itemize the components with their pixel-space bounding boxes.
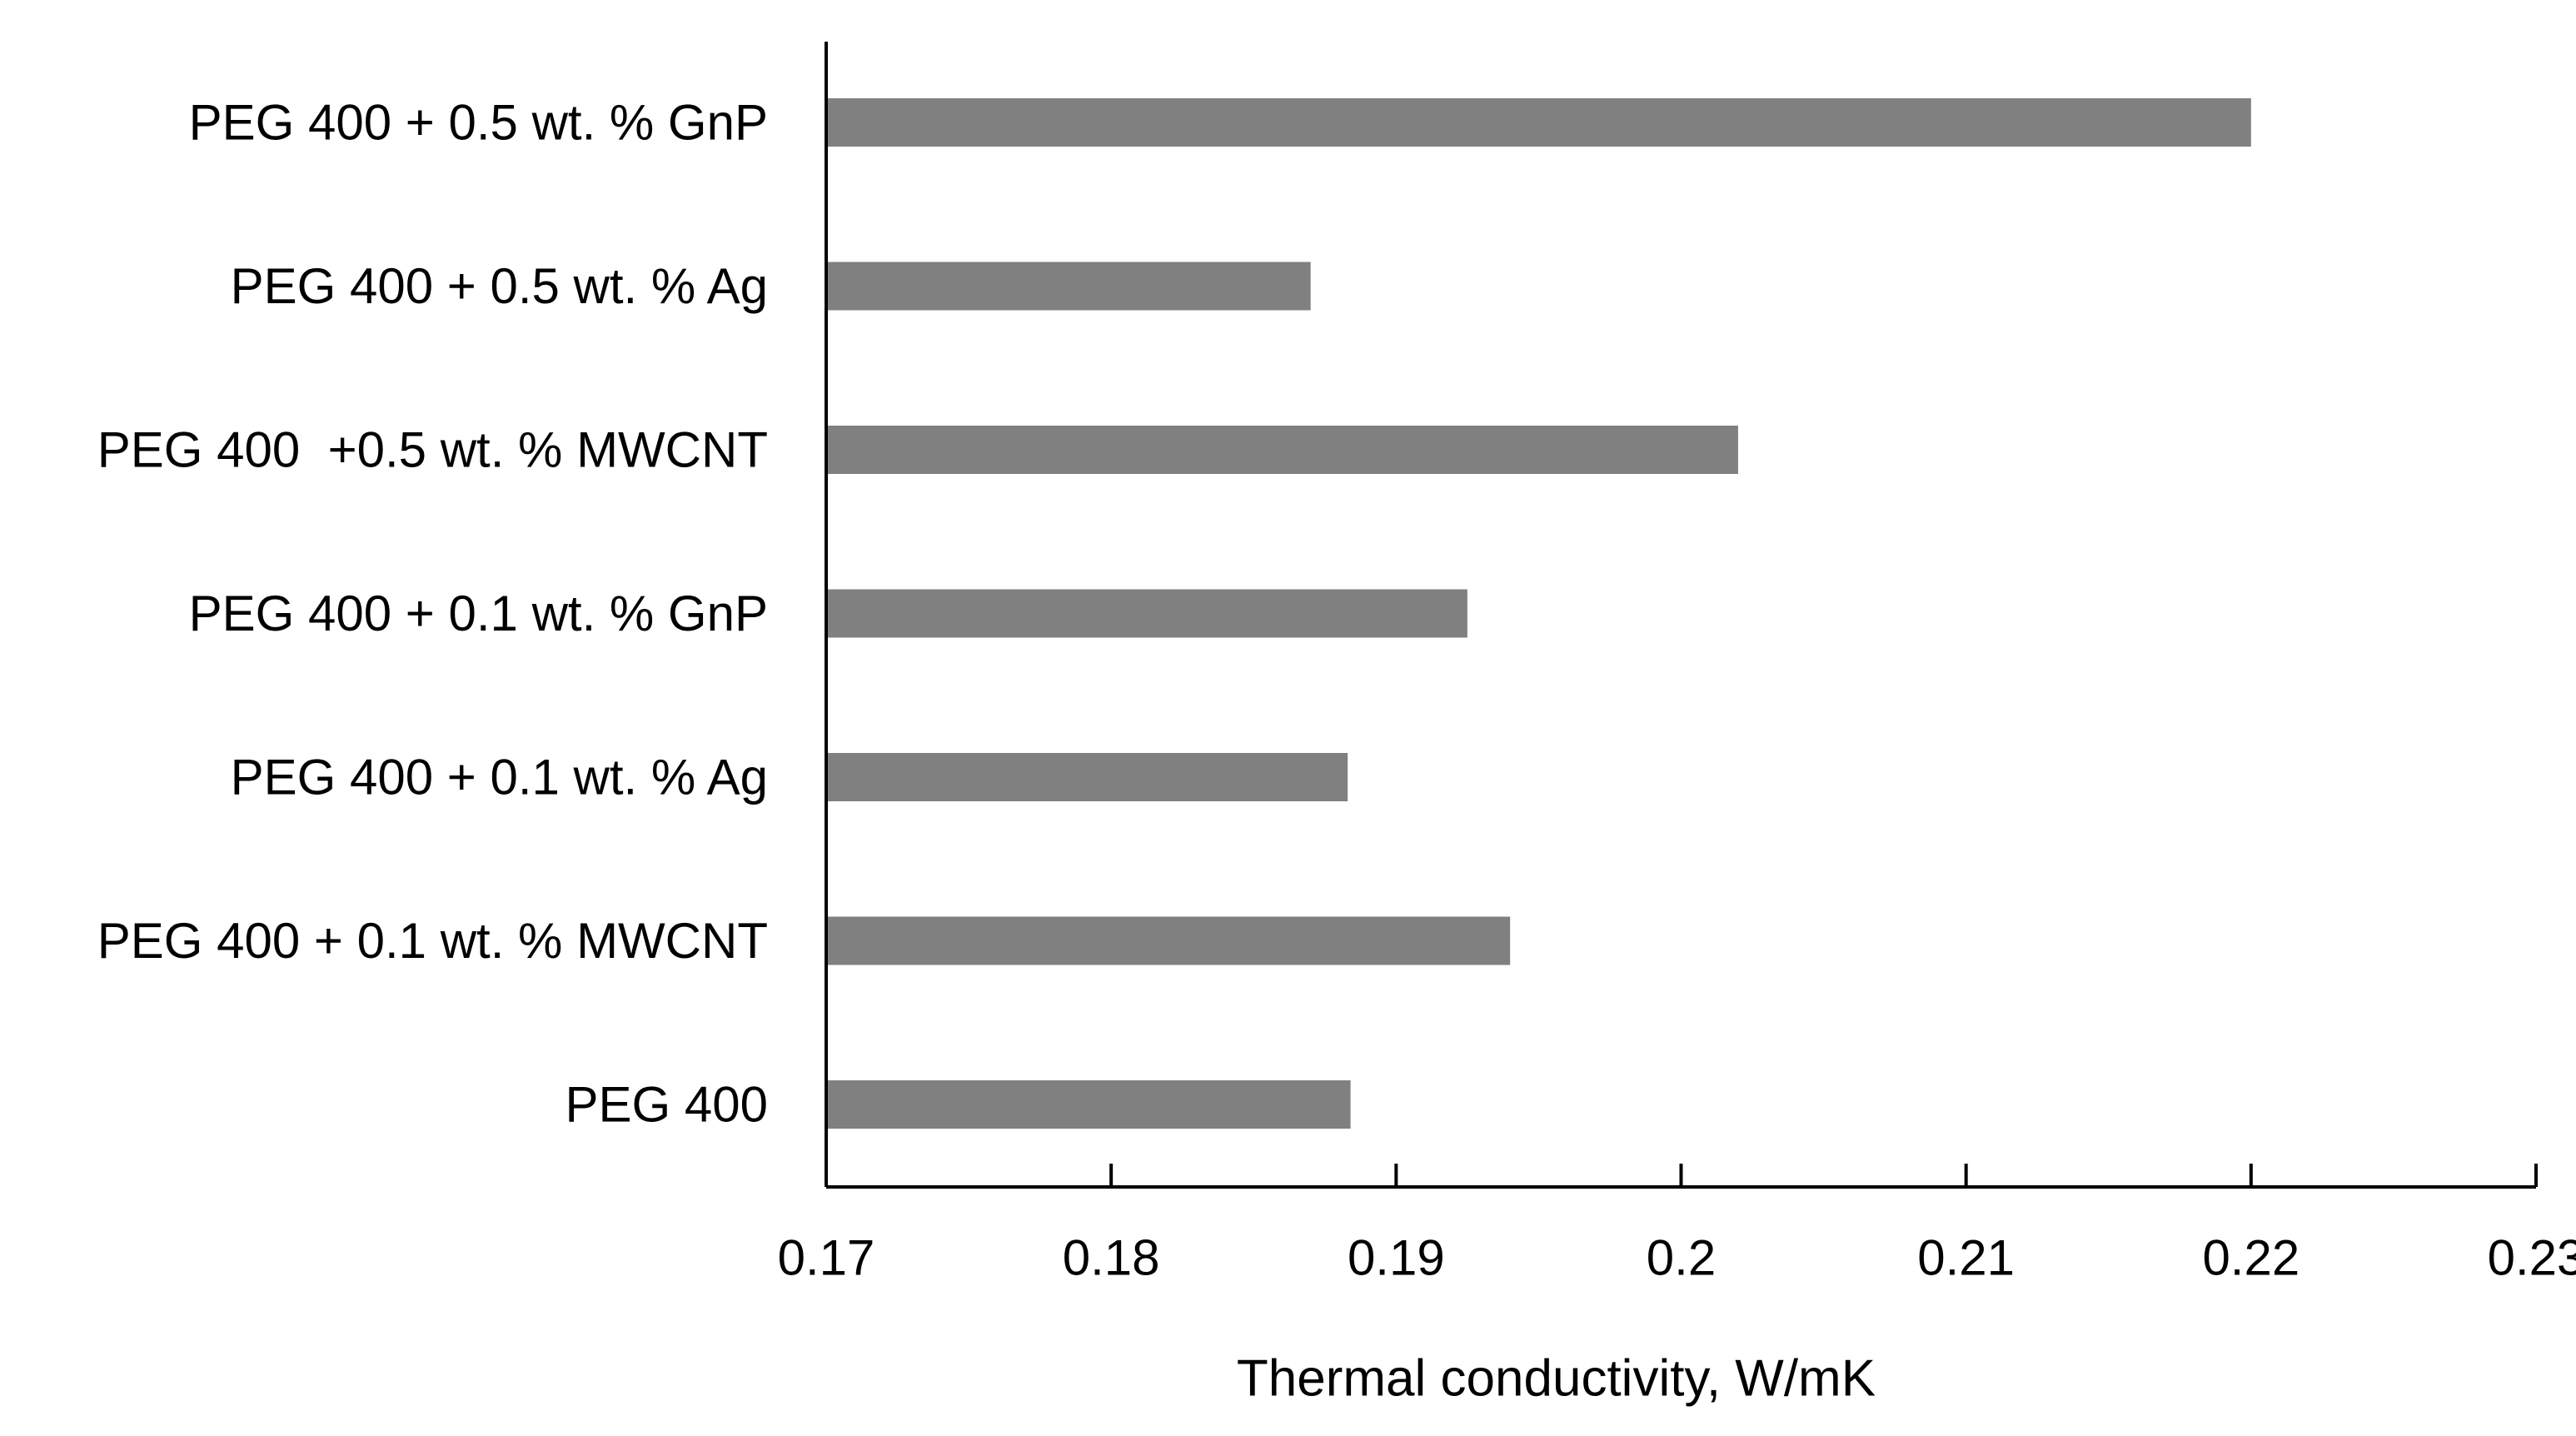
- category-label-0: PEG 400 + 0.5 wt. % GnP: [189, 95, 768, 151]
- bars-group: [826, 98, 2251, 1129]
- x-tick-label-2: 0.19: [1348, 1230, 1445, 1286]
- category-label-3: PEG 400 + 0.1 wt. % GnP: [189, 586, 768, 641]
- category-label-5: PEG 400 + 0.1 wt. % MWCNT: [97, 913, 768, 969]
- x-tick-label-4: 0.21: [1917, 1230, 2015, 1286]
- category-label-6: PEG 400: [566, 1077, 769, 1133]
- x-tick-label-5: 0.22: [2202, 1230, 2299, 1286]
- category-labels: PEG 400 + 0.5 wt. % GnP PEG 400 + 0.5 wt.…: [97, 95, 768, 1133]
- bar-2: [826, 426, 1738, 474]
- x-tick-label-3: 0.2: [1647, 1230, 1716, 1286]
- category-label-4: PEG 400 + 0.1 wt. % Ag: [231, 750, 768, 805]
- bar-1: [826, 262, 1311, 311]
- bar-4: [826, 753, 1348, 801]
- bar-5: [826, 916, 1511, 965]
- bar-3: [826, 589, 1467, 638]
- x-axis-ticks: [825, 1164, 2538, 1187]
- x-axis-tick-labels: 0.17 0.18 0.19 0.2 0.21 0.22 0.23: [778, 1230, 2576, 1286]
- x-tick-label-0: 0.17: [778, 1230, 875, 1286]
- category-label-1: PEG 400 + 0.5 wt. % Ag: [231, 258, 768, 314]
- bar-6: [826, 1080, 1351, 1129]
- bar-0: [826, 98, 2251, 147]
- category-label-2: PEG 400 +0.5 wt. % MWCNT: [97, 422, 768, 478]
- x-tick-label-6: 0.23: [2488, 1230, 2576, 1286]
- x-tick-label-1: 0.18: [1063, 1230, 1160, 1286]
- x-axis-title: Thermal conductivity, W/mK: [1237, 1350, 1876, 1408]
